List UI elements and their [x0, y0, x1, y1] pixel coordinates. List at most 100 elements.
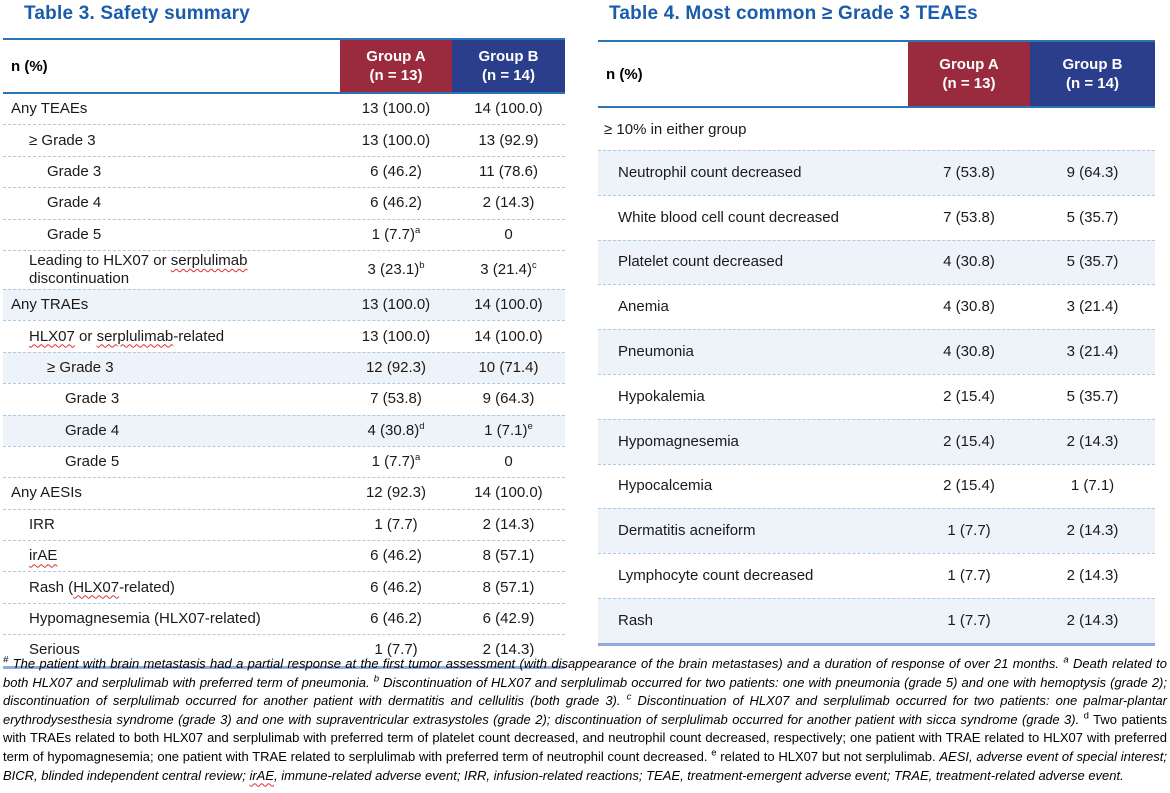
label-text: Grade 5 [47, 225, 102, 243]
cell-value: 7 (53.8) [943, 163, 995, 181]
row-label: Any AESIs [3, 484, 340, 502]
table-row: Hypocalcemia 2 (15.4) 1 (7.1) [598, 463, 1155, 509]
cell-value: 14 (100.0) [474, 484, 543, 502]
group-b-label: Group B [1062, 56, 1123, 73]
cell-value: 6 (42.9) [482, 610, 535, 628]
table-row: Grade 5 1 (7.7)a 0 [3, 218, 565, 250]
footnote-marker: d [1083, 710, 1089, 722]
cell-value: 3 (21.4) [1066, 298, 1119, 316]
table-row: HLX07 or serplulimab-related 13 (100.0) 14… [3, 320, 565, 351]
cell-group-a: 4 (30.8) [908, 343, 1030, 361]
label-text: Hypokalemia [618, 387, 705, 405]
misspelled-word: irAE [249, 767, 274, 783]
cell-value: 5 (35.7) [1066, 253, 1119, 271]
cell-value: 1 (7.7) [374, 515, 418, 533]
cell-group-a: 4 (30.8) [908, 298, 1030, 316]
row-label: Any TEAEs [3, 100, 340, 118]
label-text: Grade 3 [47, 162, 102, 180]
table4-title: Table 4. Most common ≥ Grade 3 TEAEs [609, 3, 978, 24]
cell-group-b: 1 (7.1) [1030, 477, 1155, 495]
cell-group-a: 2 (15.4) [908, 388, 1030, 406]
label-text: Grade 3 [65, 390, 120, 408]
cell-value: 2 (15.4) [943, 387, 995, 405]
row-label: Leading to HLX07 or serplulimab disconti… [3, 252, 340, 288]
cell-value: 8 (57.1) [482, 547, 535, 565]
cell-group-b: 6 (42.9) [452, 610, 565, 628]
cell-group-b: 5 (35.7) [1030, 388, 1155, 406]
cell-group-b: 8 (57.1) [452, 579, 565, 597]
cell-value: 2 (14.3) [1066, 432, 1119, 450]
label-text: Hypocalcemia [618, 477, 713, 495]
row-label: Neutrophil count decreased [598, 164, 908, 182]
table-row: Platelet count decreased 4 (30.8) 5 (35.7) [598, 239, 1155, 285]
cell-group-b: 8 (57.1) [452, 547, 565, 565]
cell-value: 7 (53.8) [370, 390, 422, 408]
cell-value: 6 (46.2) [370, 547, 422, 565]
misspelled-word: irAE [29, 547, 58, 565]
row-label: ≥ Grade 3 [3, 132, 340, 150]
cell-value: 13 (100.0) [361, 327, 431, 345]
row-label: Rash [598, 612, 908, 630]
cell-value: 12 (92.3) [365, 358, 427, 376]
cell-group-a: 12 (92.3) [340, 359, 452, 377]
cell-value: 11 (78.6) [479, 162, 538, 180]
row-label: Grade 4 [3, 194, 340, 212]
cell-group-b: 14 (100.0) [452, 328, 565, 346]
footnote-marker: b [419, 259, 425, 271]
row-label: White blood cell count decreased [598, 209, 908, 227]
cell-value: 4 (30.8) [943, 253, 995, 271]
cell-group-b: 5 (35.7) [1030, 253, 1155, 271]
label-text: ≥ Grade 3 [29, 131, 96, 149]
cell-value: 7 (53.8) [943, 208, 995, 226]
cell-value: 12 (92.3) [365, 484, 427, 502]
label-text: Rash [618, 611, 654, 629]
cell-value: 2 (14.3) [1066, 567, 1119, 585]
cell-group-b: 3 (21.4) [1030, 343, 1155, 361]
cell-group-b: 2 (14.3) [1030, 612, 1155, 630]
cell-group-a: 13 (100.0) [340, 296, 452, 314]
cell-group-b: 2 (14.3) [452, 194, 565, 212]
table3-group-a-header: Group A (n = 13) [340, 40, 452, 92]
table4-n-percent-header: n (%) [606, 65, 643, 83]
cell-group-a: 6 (46.2) [340, 194, 452, 212]
cell-value: 2 (14.3) [1066, 522, 1119, 540]
table-row: Serious 1 (7.7) 2 (14.3) [3, 634, 565, 665]
footnote-segment: related to HLX07 but not serplulimab. [716, 748, 940, 764]
cell-value: 4 (30.8) [943, 343, 995, 361]
group-span-row: ≥ 10% in either group [604, 120, 747, 138]
group-a-label: Group A [939, 56, 999, 73]
footnote-segment: The patient with brain metastasis had a … [8, 656, 1064, 671]
table-row: Grade 3 6 (46.2) 11 (78.6) [3, 155, 565, 187]
cell-value: 2 (15.4) [943, 477, 995, 495]
cell-value: 13 (100.0) [361, 100, 431, 118]
cell-group-b: 11 (78.6) [452, 163, 565, 181]
label-text: -related) [119, 578, 175, 596]
cell-value: 8 (57.1) [482, 578, 535, 596]
cell-value: 14 (100.0) [474, 296, 543, 314]
cell-group-a: 1 (7.7) [908, 612, 1030, 630]
row-label: Lymphocyte count decreased [598, 567, 908, 585]
footnote-marker: # [3, 654, 9, 666]
cell-value: 4 (30.8) [367, 421, 420, 439]
cell-group-a: 6 (46.2) [340, 163, 452, 181]
cell-group-b: 9 (64.3) [1030, 164, 1155, 182]
row-label: HLX07 or serplulimab-related [3, 328, 340, 346]
row-label: Hypokalemia [598, 388, 908, 406]
cell-group-b: 10 (71.4) [452, 359, 565, 377]
label-text: Anemia [618, 298, 669, 316]
cell-group-b: 2 (14.3) [1030, 433, 1155, 451]
footnote-segment: Death related to both HLX07 and serpluli… [3, 656, 1168, 690]
cell-group-a: 12 (92.3) [340, 484, 452, 502]
cell-group-b: 9 (64.3) [452, 390, 565, 408]
cell-group-a: 7 (53.8) [340, 390, 452, 408]
footnote-marker: b [373, 673, 380, 685]
cell-group-a: 13 (100.0) [340, 328, 452, 346]
cell-value: 1 (7.7) [371, 453, 416, 471]
cell-value: 1 (7.7) [374, 641, 418, 659]
table3-group-b-header: Group B (n = 14) [452, 40, 565, 92]
table-row: Any AESIs 12 (92.3) 14 (100.0) [3, 477, 565, 508]
label-text: Lymphocyte count decreased [618, 567, 814, 585]
row-label: Grade 3 [3, 390, 340, 408]
footnote-marker: a [1063, 654, 1069, 666]
